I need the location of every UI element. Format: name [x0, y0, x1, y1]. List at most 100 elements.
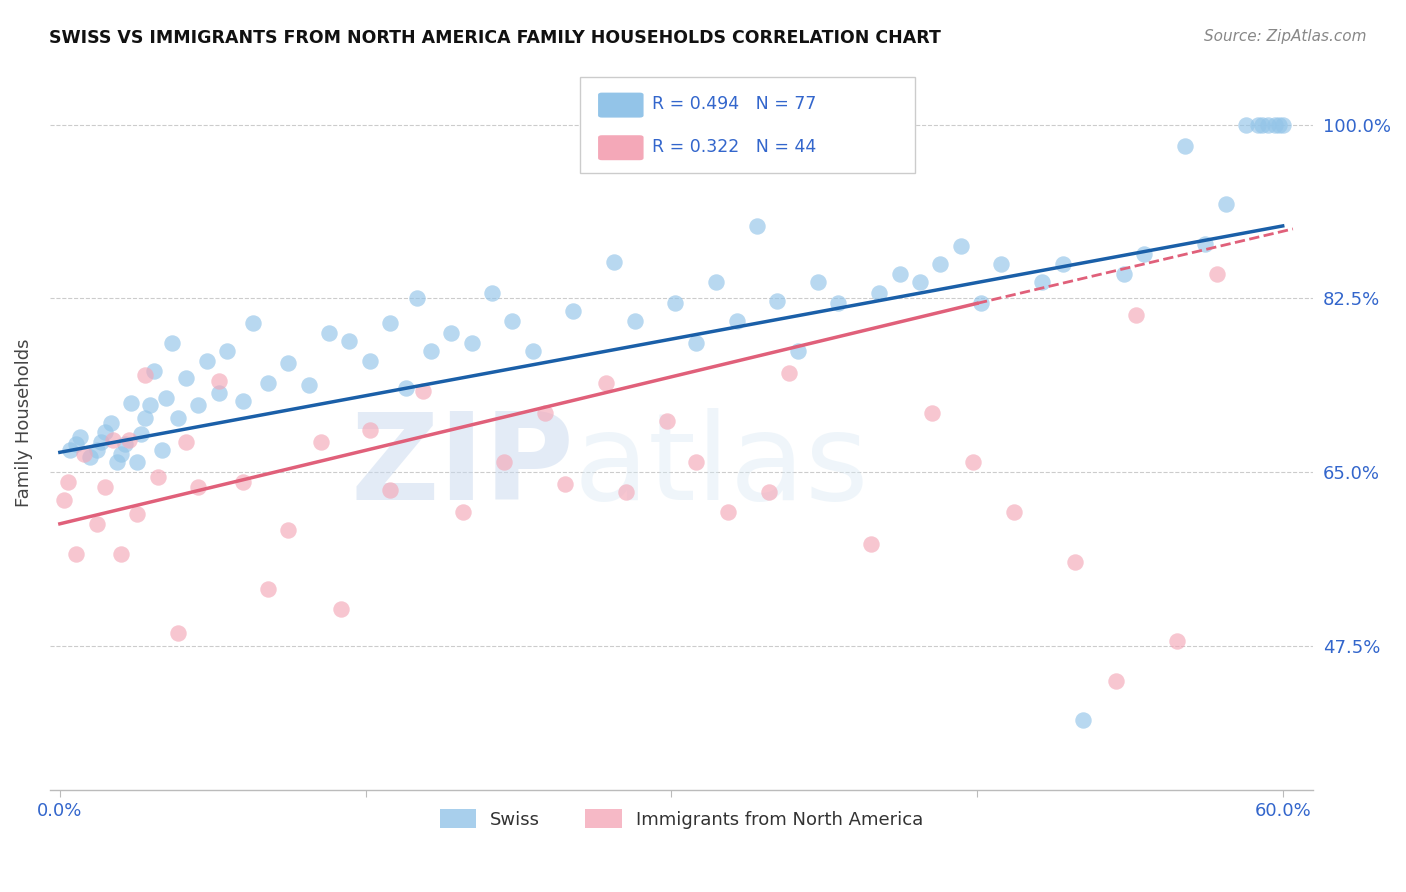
Point — [134, 410, 156, 425]
Point — [1257, 118, 1279, 132]
Point — [69, 430, 91, 444]
Point — [412, 384, 434, 398]
Point — [554, 477, 576, 491]
Point — [962, 455, 984, 469]
Legend: Swiss, Immigrants from North America: Swiss, Immigrants from North America — [433, 802, 931, 836]
Point — [56, 475, 79, 489]
Point — [664, 296, 686, 310]
Point — [150, 443, 173, 458]
Point — [215, 344, 238, 359]
Point — [990, 257, 1012, 271]
Point — [1264, 118, 1286, 132]
Point — [1052, 257, 1074, 271]
Point — [187, 480, 209, 494]
Point — [155, 391, 177, 405]
Point — [309, 435, 332, 450]
Point — [110, 447, 132, 461]
Point — [65, 437, 87, 451]
FancyBboxPatch shape — [598, 136, 644, 161]
Point — [453, 505, 475, 519]
Point — [167, 410, 190, 425]
Point — [127, 455, 149, 469]
Point — [868, 286, 890, 301]
Point — [1125, 308, 1147, 322]
Point — [277, 523, 299, 537]
Y-axis label: Family Households: Family Households — [15, 338, 32, 507]
Point — [1174, 139, 1197, 153]
Point — [562, 304, 585, 318]
Point — [208, 374, 231, 388]
Text: atlas: atlas — [574, 409, 870, 525]
FancyBboxPatch shape — [581, 78, 915, 173]
Text: ZIP: ZIP — [350, 409, 574, 525]
Point — [534, 406, 557, 420]
Point — [330, 602, 353, 616]
Text: SWISS VS IMMIGRANTS FROM NORTH AMERICA FAMILY HOUSEHOLDS CORRELATION CHART: SWISS VS IMMIGRANTS FROM NORTH AMERICA F… — [49, 29, 941, 46]
Point — [1206, 267, 1229, 281]
Point — [114, 437, 136, 451]
Point — [494, 455, 516, 469]
Point — [1267, 118, 1289, 132]
Point — [807, 275, 830, 289]
Point — [1215, 197, 1237, 211]
Point — [359, 424, 381, 438]
FancyBboxPatch shape — [598, 93, 644, 118]
Point — [208, 385, 231, 400]
Point — [405, 292, 427, 306]
Point — [131, 427, 153, 442]
Point — [277, 356, 299, 370]
Point — [100, 416, 122, 430]
Point — [1133, 246, 1156, 260]
Point — [1002, 505, 1025, 519]
Point — [623, 314, 645, 328]
Point — [134, 368, 156, 382]
Point — [378, 316, 401, 330]
Point — [1271, 118, 1294, 132]
Point — [242, 316, 264, 330]
Point — [142, 364, 165, 378]
Point — [1166, 634, 1188, 648]
Point — [440, 326, 463, 341]
Point — [86, 516, 108, 531]
Point — [256, 582, 278, 597]
Point — [1112, 267, 1135, 281]
Point — [685, 455, 707, 469]
Text: Source: ZipAtlas.com: Source: ZipAtlas.com — [1204, 29, 1367, 44]
Point — [101, 434, 124, 448]
Point — [127, 507, 149, 521]
Point — [52, 493, 75, 508]
Point — [685, 336, 707, 351]
Point — [232, 475, 254, 489]
Point — [138, 398, 160, 412]
Point — [232, 393, 254, 408]
Point — [73, 447, 96, 461]
Point — [827, 296, 849, 310]
Point — [174, 435, 197, 450]
Point — [318, 326, 340, 341]
Point — [745, 219, 768, 233]
Point — [595, 376, 617, 390]
Point — [174, 371, 197, 385]
Point — [93, 425, 115, 440]
Point — [758, 485, 780, 500]
Point — [616, 485, 638, 500]
Point — [1247, 118, 1270, 132]
Point — [1234, 118, 1257, 132]
Point — [59, 443, 82, 458]
Point — [65, 547, 87, 561]
Point — [1063, 555, 1085, 569]
Point — [118, 434, 141, 448]
Point — [93, 480, 115, 494]
Point — [419, 344, 441, 359]
Point — [921, 406, 943, 420]
Point — [501, 314, 523, 328]
Point — [110, 547, 132, 561]
Point — [929, 257, 952, 271]
Point — [859, 536, 882, 550]
Point — [717, 505, 740, 519]
Point — [256, 376, 278, 390]
Point — [146, 470, 169, 484]
Point — [460, 336, 482, 351]
Point — [120, 395, 142, 409]
Point — [766, 294, 789, 309]
